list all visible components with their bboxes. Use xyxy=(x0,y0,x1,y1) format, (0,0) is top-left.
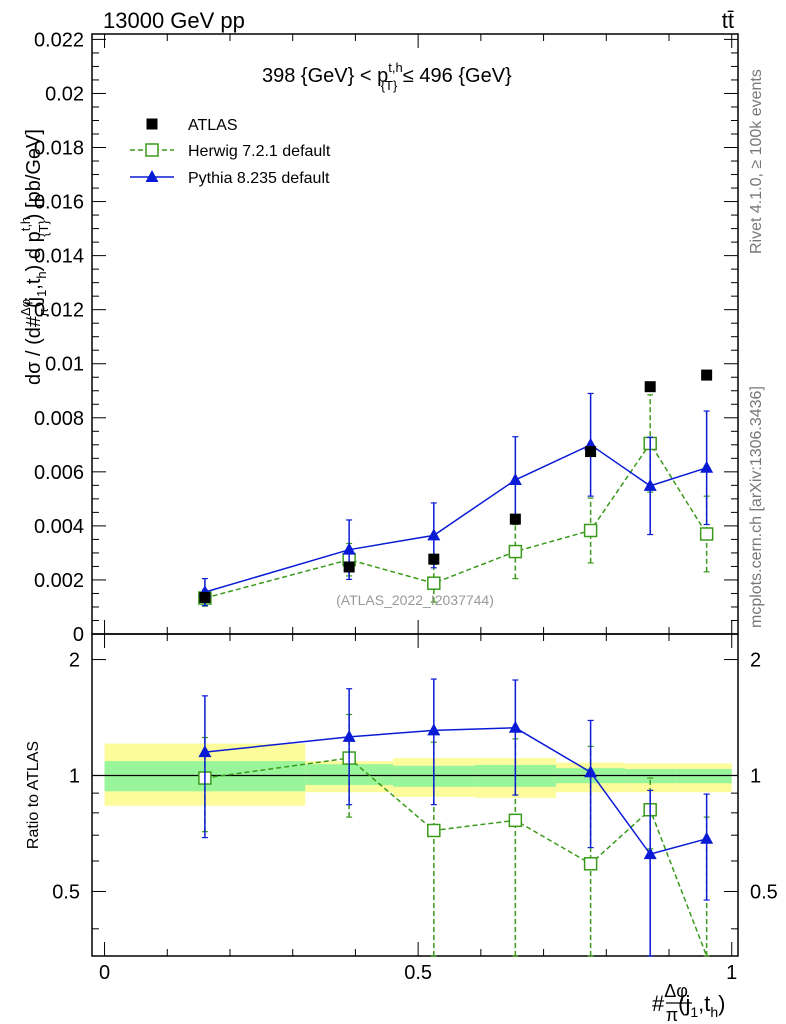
y-tick-label: 0.018 xyxy=(34,138,84,160)
triangle-marker xyxy=(342,729,356,742)
x-axis-label: #Δφ π(j1,th) xyxy=(652,981,726,1024)
header-final-state-label: tt̄ xyxy=(722,8,734,33)
ratio-panel: 0 0.5 1 0.5 0.5 1 1 2 2 xyxy=(52,633,778,984)
open-square-marker xyxy=(508,544,523,559)
y-axis-label: dσ / (d#Δφ π(j1,th) d pt,h {T}) [pb/GeV] xyxy=(18,129,51,385)
mcplots-label: mcplots.cern.ch [arXiv:1306.3436] xyxy=(748,386,765,628)
atlas-data-marker xyxy=(701,369,713,381)
rivet-version-label: Rivet 4.1.0, ≥ 100k events xyxy=(748,69,765,254)
triangle-marker xyxy=(342,542,356,555)
y-tick-label: 0.014 xyxy=(34,246,84,268)
triangle-marker xyxy=(427,528,441,541)
triangle-marker xyxy=(643,847,657,860)
y-tick-label: 0 xyxy=(73,624,84,646)
atlas-data-marker xyxy=(644,381,656,393)
triangle-marker xyxy=(427,723,441,736)
atlas-data-marker xyxy=(585,446,597,458)
ratio-axis-label: Ratio to ATLAS xyxy=(25,741,42,849)
atlas-data-marker xyxy=(343,561,355,573)
x-tick-label: 0 xyxy=(99,962,110,984)
header-process-label: 13000 GeV pp xyxy=(103,8,245,33)
x-tick-label: 0.5 xyxy=(404,962,432,984)
y-tick-label: 0.02 xyxy=(45,83,84,105)
ratio-y-tick-label: 2 xyxy=(69,650,80,672)
main-panel: 0 0.002 0.004 0.006 0.008 0.01 0.012 0.014 0.016… xyxy=(34,29,739,648)
atlas-data-marker xyxy=(199,592,211,604)
y-tick-label: 0.012 xyxy=(34,300,84,322)
chart-title: 398 {GeV} < pt,h {T} ≤ 496 {GeV} xyxy=(262,60,512,93)
legend-label: Pythia 8.235 default xyxy=(188,170,330,187)
triangle-marker xyxy=(508,472,522,485)
open-square-marker xyxy=(427,576,441,590)
triangle-marker xyxy=(508,720,522,733)
y-tick-label: 0.006 xyxy=(34,462,84,484)
legend-atlas-marker xyxy=(146,118,158,130)
y-tick-label: 0.022 xyxy=(34,29,84,51)
atlas-data-marker xyxy=(509,513,521,525)
legend-label: ATLAS xyxy=(188,117,238,134)
open-square-marker xyxy=(583,523,598,538)
ratio-y-tick-label-right: 2 xyxy=(750,650,761,672)
legend-herwig-marker xyxy=(145,143,159,157)
open-square-marker xyxy=(427,823,441,838)
ratio-y-tick-label-right: 0.5 xyxy=(750,881,778,903)
x-tick-label: 1 xyxy=(726,962,737,984)
triangle-marker xyxy=(700,460,714,473)
ratio-y-tick-label: 0.5 xyxy=(52,881,80,903)
legend-label: Herwig 7.2.1 default xyxy=(188,143,331,160)
open-square-marker xyxy=(583,857,598,871)
analysis-watermark: (ATLAS_2022_I2037744) xyxy=(336,592,494,608)
triangle-marker xyxy=(198,745,212,758)
y-tick-label: 0.002 xyxy=(34,570,84,592)
series-line xyxy=(204,443,707,593)
open-square-marker xyxy=(699,527,714,541)
triangle-marker xyxy=(700,831,714,844)
y-tick-label: 0.01 xyxy=(45,354,84,376)
labels: 13000 GeV pp tt̄ Rivet 4.1.0, ≥ 100k eve… xyxy=(18,8,765,1024)
ratio-y-tick-label-right: 1 xyxy=(750,766,761,788)
atlas-data-marker xyxy=(428,553,440,565)
triangle-marker xyxy=(643,478,657,491)
ratio-frame xyxy=(91,633,739,957)
legend-pythia-marker xyxy=(145,170,159,182)
y-tick-label: 0.004 xyxy=(34,516,84,538)
ratio-y-tick-label: 1 xyxy=(69,766,80,788)
y-tick-label: 0.016 xyxy=(34,192,84,214)
y-tick-label: 0.008 xyxy=(34,408,84,430)
open-square-marker xyxy=(508,813,523,828)
triangle-marker xyxy=(584,765,598,778)
